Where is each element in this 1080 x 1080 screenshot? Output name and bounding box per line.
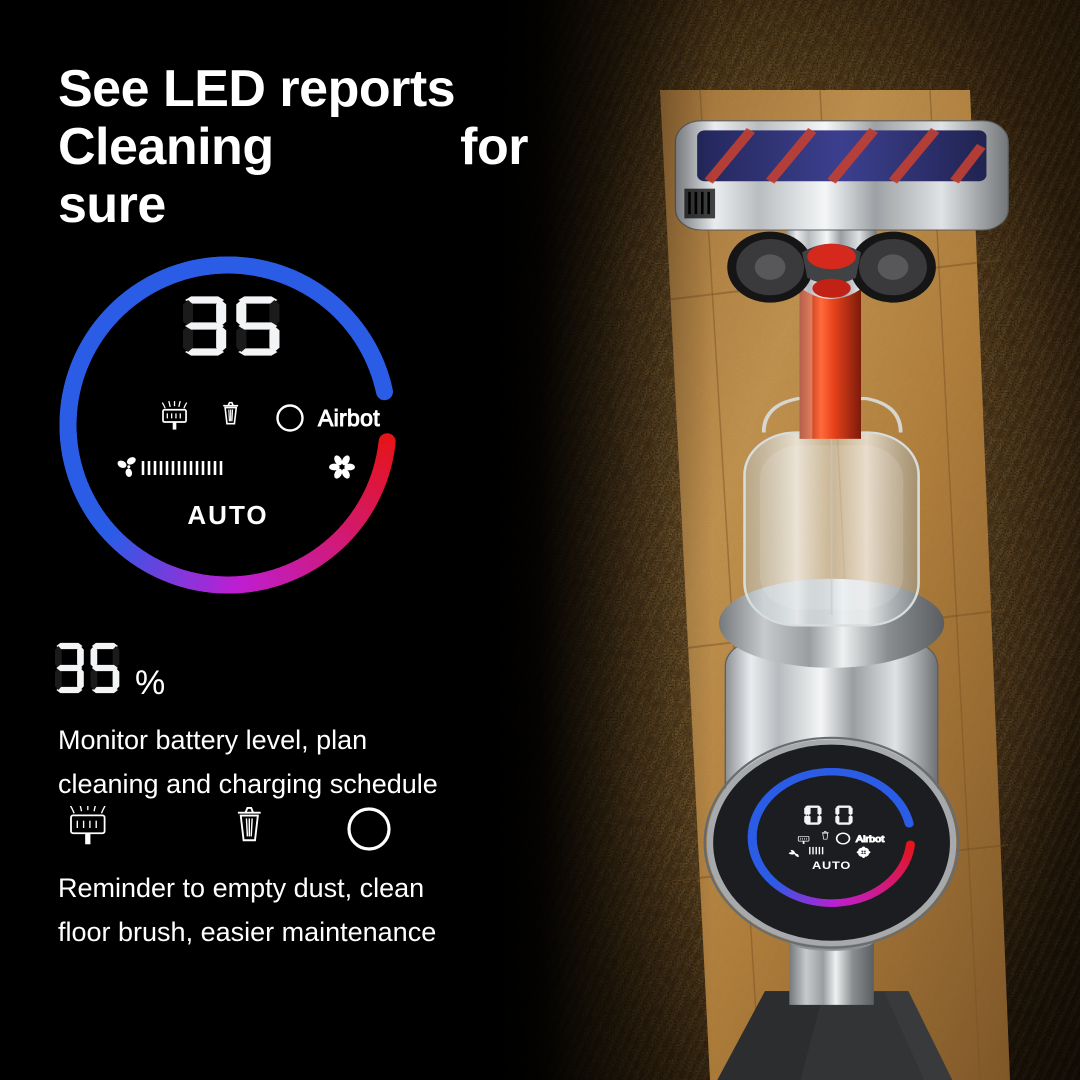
svg-text:AUTO: AUTO	[187, 500, 268, 530]
svg-text:Airbot: Airbot	[318, 405, 380, 431]
